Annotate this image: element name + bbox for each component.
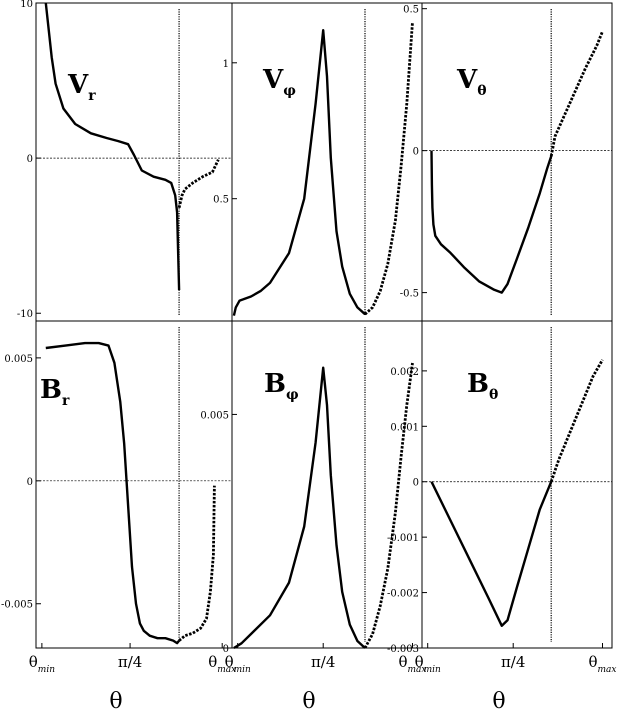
series-line-solid bbox=[430, 150, 553, 294]
panel-label: Bθ bbox=[467, 369, 498, 403]
y-tick-label: 0.5 bbox=[403, 5, 419, 16]
panel-label: Br bbox=[40, 375, 70, 409]
y-tick-label: 1 bbox=[223, 59, 229, 70]
y-tick-label: -0.5 bbox=[400, 289, 419, 300]
y-tick-label: 0 bbox=[413, 478, 419, 489]
y-tick-label: 0.5 bbox=[213, 195, 229, 206]
series-line-dotted bbox=[177, 159, 220, 209]
x-tick-label: θmax bbox=[588, 653, 616, 675]
panel-1: 1 0.5 Vφ bbox=[213, 2, 423, 322]
y-tick-label: -0.001 bbox=[387, 533, 419, 544]
y-tick-label: 10 bbox=[20, 0, 33, 10]
y-tick-label: -0.005 bbox=[1, 600, 33, 611]
panel-0: 10 0 -10 Vr bbox=[17, 0, 233, 322]
series-line-solid bbox=[45, 341, 181, 645]
y-tick-label: 0 bbox=[413, 147, 419, 158]
x-axis-label: θ bbox=[302, 689, 315, 714]
y-tick-label: 0.005 bbox=[4, 354, 33, 365]
panel-frame bbox=[421, 320, 613, 649]
x-tick-label: π/4 bbox=[118, 653, 142, 671]
panel-frame bbox=[35, 2, 233, 322]
series-line-dotted bbox=[363, 362, 414, 649]
panel-label: Vφ bbox=[262, 65, 296, 99]
series-line-dotted bbox=[364, 21, 414, 316]
x-tick-label: π/4 bbox=[311, 653, 335, 671]
y-tick-label: 0.002 bbox=[390, 367, 419, 378]
series-line-solid bbox=[233, 366, 366, 650]
x-tick-label: π/4 bbox=[501, 653, 525, 671]
x-tick-label: θmin bbox=[29, 653, 55, 675]
series-line-solid bbox=[44, 2, 181, 291]
series-line-solid bbox=[232, 29, 366, 316]
panel-label: Vθ bbox=[456, 65, 487, 99]
y-tick-label: -0.002 bbox=[387, 589, 419, 600]
panel-label: Bφ bbox=[264, 369, 299, 403]
y-tick-label: -10 bbox=[17, 309, 33, 320]
x-axis-label: θ bbox=[492, 689, 505, 714]
series-line-dotted bbox=[549, 359, 604, 483]
y-tick-label: 0.001 bbox=[390, 422, 419, 433]
panel-frame bbox=[231, 2, 423, 322]
y-tick-label: 0 bbox=[27, 154, 33, 165]
panel-label: Vr bbox=[67, 70, 96, 104]
series-line-dotted bbox=[178, 485, 216, 642]
series-line-solid bbox=[430, 481, 553, 627]
y-tick-label: -0.003 bbox=[387, 644, 419, 655]
y-tick-label: 0 bbox=[223, 644, 229, 655]
y-tick-label: 0.005 bbox=[200, 410, 229, 421]
series-line-dotted bbox=[549, 30, 604, 157]
x-axis-label: θ bbox=[109, 689, 122, 714]
panel-frame bbox=[35, 320, 233, 649]
panel-2: 0.5 0 -0.5 Vθ bbox=[400, 2, 613, 322]
y-tick-label: 0 bbox=[27, 477, 33, 488]
panel-frame bbox=[421, 2, 613, 322]
